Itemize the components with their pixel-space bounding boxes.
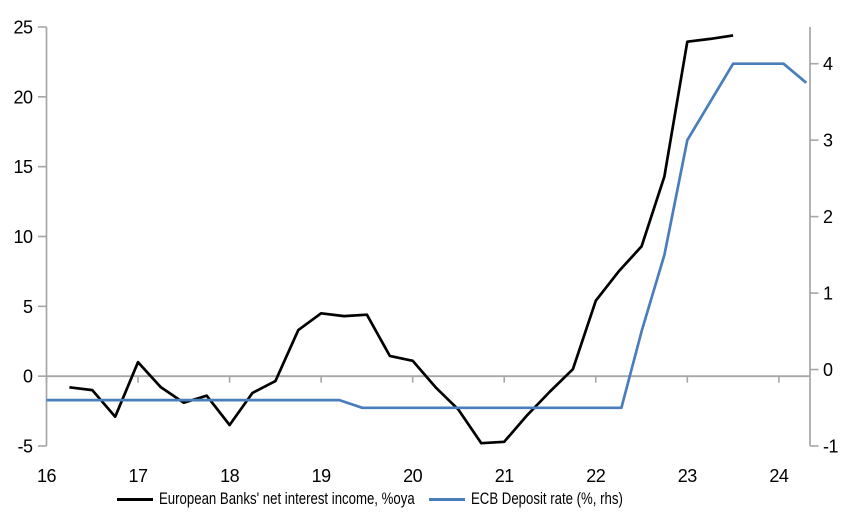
svg-text:16: 16 bbox=[37, 466, 57, 486]
svg-text:22: 22 bbox=[586, 466, 606, 486]
svg-text:5: 5 bbox=[23, 297, 33, 317]
svg-text:21: 21 bbox=[495, 466, 515, 486]
y-axis-left: -5 0 5 10 15 20 25 bbox=[13, 18, 48, 457]
black-line-swatch bbox=[117, 497, 153, 501]
svg-text:17: 17 bbox=[129, 466, 149, 486]
legend-item-nii: European Banks' net interest income, %oy… bbox=[117, 489, 479, 509]
blue-line-swatch bbox=[429, 497, 465, 501]
svg-text:20: 20 bbox=[403, 466, 423, 486]
svg-text:25: 25 bbox=[13, 18, 33, 38]
svg-text:4: 4 bbox=[823, 54, 833, 74]
svg-text:3: 3 bbox=[823, 131, 833, 151]
nii-line bbox=[69, 34, 734, 445]
svg-text:0: 0 bbox=[823, 360, 833, 380]
series-lines bbox=[46, 34, 808, 445]
legend-label-nii: European Banks' net interest income, %oy… bbox=[159, 489, 415, 508]
svg-text:18: 18 bbox=[220, 466, 240, 486]
svg-text:2: 2 bbox=[823, 207, 833, 227]
ecb-rate-line bbox=[46, 62, 808, 410]
svg-text:20: 20 bbox=[13, 87, 33, 107]
svg-text:15: 15 bbox=[13, 157, 33, 177]
svg-text:23: 23 bbox=[678, 466, 698, 486]
svg-text:10: 10 bbox=[13, 227, 33, 247]
svg-text:24: 24 bbox=[769, 466, 789, 486]
x-axis: 16 17 18 19 20 21 22 23 24 bbox=[37, 375, 810, 486]
svg-text:0: 0 bbox=[23, 367, 33, 387]
svg-text:-5: -5 bbox=[17, 437, 32, 457]
svg-text:19: 19 bbox=[312, 466, 332, 486]
svg-text:1: 1 bbox=[823, 284, 833, 304]
svg-text:-1: -1 bbox=[823, 437, 838, 457]
legend: European Banks' net interest income, %oy… bbox=[0, 489, 852, 511]
legend-label-ecb: ECB Deposit rate (%, rhs) bbox=[471, 489, 623, 508]
legend-item-ecb: ECB Deposit rate (%, rhs) bbox=[429, 489, 661, 509]
y-axis-right: -1 0 1 2 3 4 bbox=[809, 27, 839, 457]
